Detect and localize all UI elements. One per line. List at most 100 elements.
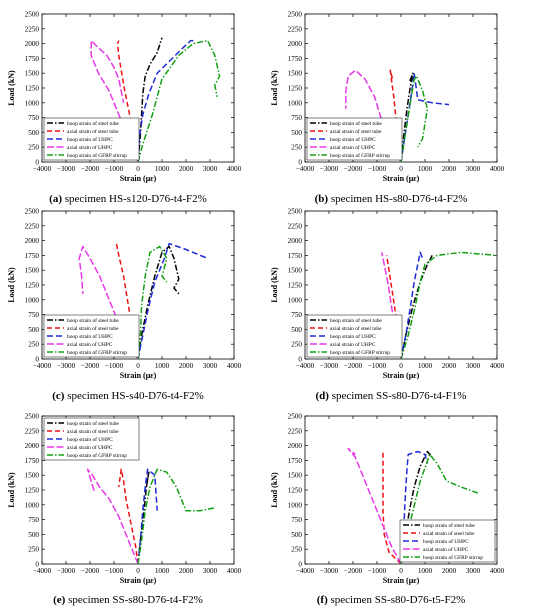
x-tick-label: 4000 — [490, 165, 505, 173]
y-tick-label: 1750 — [25, 457, 40, 465]
x-tick-label: −1000 — [105, 362, 124, 370]
y-tick-label: 2250 — [25, 222, 40, 230]
x-tick-label: 1000 — [155, 567, 170, 575]
y-tick-label: 2250 — [288, 427, 303, 435]
legend-label: hoop strain of UHPC — [423, 538, 469, 545]
x-tick-label: 1000 — [418, 567, 433, 575]
x-tick-label: 4000 — [227, 567, 242, 575]
legend-label: axial strain of UHPC — [330, 144, 376, 151]
legend-label: hoop strain of UHPC — [67, 136, 113, 143]
y-tick-label: 1250 — [25, 487, 40, 495]
panel-title: specimen HS-s80-D76-t4-F2% — [331, 193, 468, 205]
y-tick-label: 1000 — [25, 296, 40, 304]
x-tick-label: −1000 — [368, 567, 387, 575]
y-tick-label: 1750 — [288, 457, 303, 465]
legend-label: hoop strain of GFRP stirrup — [423, 554, 483, 561]
panel-letter: (b) — [315, 193, 331, 205]
panel-caption: (f) specimen SS-s80-D76-t5-F2% — [317, 594, 466, 606]
y-tick-label: 1000 — [25, 99, 40, 107]
x-tick-label: −1000 — [105, 165, 124, 173]
y-tick-label: 1250 — [288, 85, 303, 93]
y-tick-label: 250 — [291, 546, 302, 554]
panel-letter: (c) — [52, 390, 67, 402]
y-tick-label: 250 — [28, 341, 39, 349]
x-tick-label: −3000 — [320, 362, 339, 370]
y-axis-label: Load (kN) — [7, 472, 16, 508]
legend-label: hoop strain of UHPC — [330, 333, 376, 340]
panel-caption: (b) specimen HS-s80-D76-t4-F2% — [315, 193, 468, 205]
legend-label: hoop strain of steel tube — [423, 522, 475, 529]
legend-label: axial strain of steel tube — [330, 128, 382, 135]
series-line — [400, 75, 429, 163]
y-tick-label: 750 — [28, 311, 39, 319]
y-tick-label: 0 — [35, 356, 39, 364]
x-tick-label: 2000 — [442, 362, 457, 370]
x-tick-label: 2000 — [442, 567, 457, 575]
y-tick-label: 2000 — [25, 442, 40, 450]
x-tick-label: −4000 — [33, 362, 52, 370]
x-tick-label: 3000 — [203, 567, 218, 575]
x-tick-label: −4000 — [296, 362, 315, 370]
y-tick-label: 2500 — [288, 208, 303, 216]
x-tick-label: −4000 — [33, 567, 52, 575]
panel-title: specimen SS-s80-D76-t4-F1% — [332, 390, 467, 402]
legend-label: hoop strain of GFRP stirrup — [330, 152, 390, 159]
series-line — [385, 255, 402, 360]
x-tick-label: 1000 — [155, 165, 170, 173]
x-tick-label: −1000 — [368, 362, 387, 370]
panel-title: specimen HS-s120-D76-t4-F2% — [65, 193, 207, 205]
legend-label: hoop strain of steel tube — [67, 120, 119, 127]
legend-label: hoop strain of UHPC — [330, 136, 376, 143]
y-axis-label: Load (kN) — [270, 267, 279, 303]
legend: hoop strain of steel tube axial strain of… — [43, 417, 140, 461]
y-tick-label: 1500 — [288, 70, 303, 78]
x-tick-label: −3000 — [57, 567, 76, 575]
chart-panel-5: −4000 −3000 −2000 −1000 0 1000 2000 3000 4000 0 25… — [7, 413, 242, 607]
x-tick-label: 0 — [399, 567, 403, 575]
legend-label: hoop strain of steel tube — [330, 317, 382, 324]
y-tick-label: 0 — [298, 356, 302, 364]
x-tick-label: 0 — [136, 567, 140, 575]
y-tick-label: 0 — [35, 159, 39, 167]
legend-label: axial strain of UHPC — [67, 444, 113, 451]
x-tick-label: 1000 — [418, 165, 433, 173]
legend-label: hoop strain of steel tube — [330, 120, 382, 127]
y-tick-label: 2250 — [288, 222, 303, 230]
x-tick-label: −2000 — [344, 567, 363, 575]
series-line — [400, 251, 424, 360]
panel-title: specimen HS-s40-D76-t4-F2% — [67, 390, 204, 402]
y-tick-label: 1250 — [288, 487, 303, 495]
y-axis-label: Load (kN) — [270, 472, 279, 508]
legend-label: axial strain of UHPC — [423, 546, 469, 553]
x-tick-label: −3000 — [57, 362, 76, 370]
panel-letter: (a) — [49, 193, 65, 205]
y-tick-label: 2000 — [25, 237, 40, 245]
y-tick-label: 1500 — [25, 70, 40, 78]
panel-caption: (a) specimen HS-s120-D76-t4-F2% — [49, 193, 207, 205]
legend-label: axial strain of UHPC — [67, 144, 113, 151]
legend-label: hoop strain of GFRP stirrup — [67, 349, 127, 356]
series-line — [90, 39, 139, 163]
panel-letter: (e) — [53, 594, 68, 606]
legend: hoop strain of steel tube axial strain of… — [43, 117, 140, 161]
legend-label: axial strain of steel tube — [423, 530, 475, 537]
y-tick-label: 2000 — [288, 442, 303, 450]
x-tick-label: 4000 — [490, 362, 505, 370]
series-line — [137, 245, 180, 360]
y-tick-label: 500 — [28, 531, 39, 539]
series-line — [347, 447, 402, 565]
y-tick-label: 1750 — [288, 55, 303, 63]
legend-label: hoop strain of GFRP stirrup — [330, 349, 390, 356]
chart-panel-1: −4000 −3000 −2000 −1000 0 1000 2000 3000 4000 0 25… — [7, 11, 242, 206]
x-tick-label: 4000 — [490, 567, 505, 575]
y-tick-label: 1250 — [288, 282, 303, 290]
y-tick-label: 1000 — [25, 501, 40, 509]
legend-label: hoop strain of steel tube — [67, 420, 119, 427]
y-tick-label: 2000 — [288, 40, 303, 48]
y-tick-label: 1750 — [25, 55, 40, 63]
panel-letter: (d) — [316, 390, 332, 402]
x-tick-label: −4000 — [33, 165, 52, 173]
series-line — [137, 245, 168, 360]
